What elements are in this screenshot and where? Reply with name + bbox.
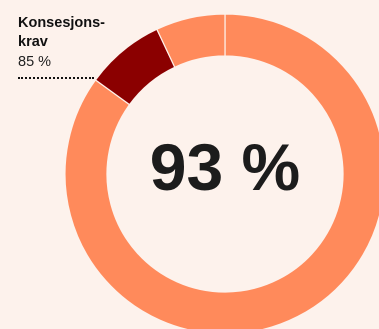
center-total-label: 93 % [150, 130, 300, 204]
annotation-leader-line [18, 77, 94, 79]
annotation-title-line-1: Konsesjons- [18, 15, 106, 31]
annotation-title: Konsesjons- krav [18, 14, 128, 52]
annotation-value: 85 % [18, 54, 52, 70]
annotation-title-line-2: krav [18, 34, 48, 50]
donut-slice-3 [156, 13, 226, 69]
donut-slices [64, 13, 379, 329]
donut-slice-1 [64, 13, 379, 329]
